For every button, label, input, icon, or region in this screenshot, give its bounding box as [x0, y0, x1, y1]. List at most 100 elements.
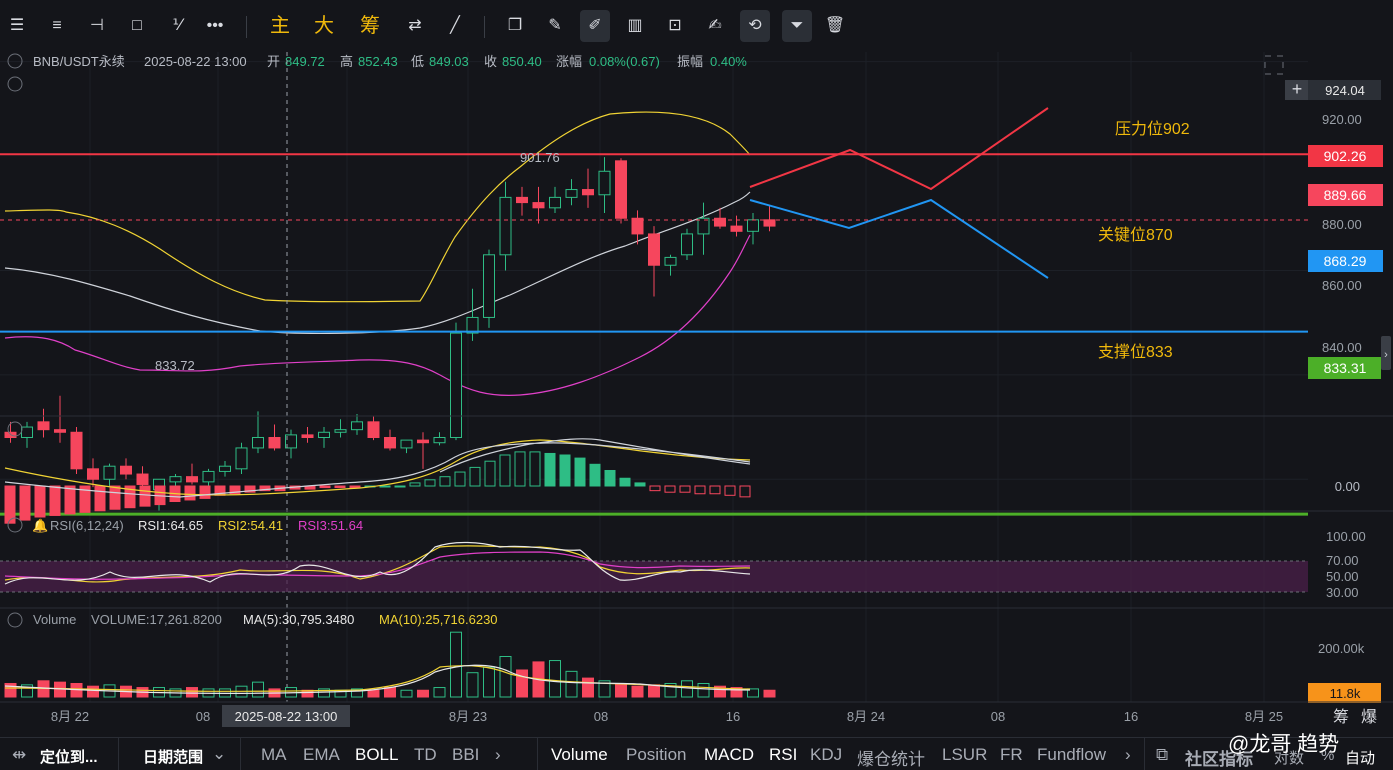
candle-body — [466, 316, 479, 334]
macd-bar — [544, 452, 556, 487]
date-range-button[interactable]: 日期范围 — [143, 749, 204, 766]
indicator-lsur[interactable]: LSUR — [942, 745, 988, 764]
indicator-position[interactable]: Position — [626, 745, 687, 764]
macd-bar — [94, 485, 106, 512]
indicator-ma[interactable]: MA — [261, 745, 287, 764]
indicator-fundflow[interactable]: Fundflow — [1037, 745, 1106, 764]
volume-bar — [681, 680, 693, 698]
macd-bar — [19, 485, 31, 521]
crosshair-time-value: 2025-08-22 13:00 — [235, 709, 338, 724]
chevron-right-icon[interactable]: › — [495, 745, 501, 764]
indicator-kdj[interactable]: KDJ — [810, 745, 843, 764]
list-icon[interactable]: ≡ — [52, 17, 62, 34]
bearish-forecast-line[interactable] — [749, 198, 1049, 279]
rectangle-icon[interactable]: □ — [132, 17, 142, 34]
chips-toggle[interactable]: 筹 — [1333, 708, 1349, 726]
macd-bar — [334, 485, 346, 489]
bell-icon[interactable]: 🔔 — [32, 518, 48, 533]
fullscreen-icon[interactable] — [1264, 55, 1284, 75]
filter-icon[interactable]: ⏷ — [782, 10, 812, 42]
indicator-td[interactable]: TD — [414, 745, 437, 764]
more-icon[interactable]: ••• — [206, 17, 224, 34]
macd-bar — [454, 471, 466, 487]
volume-bar — [252, 681, 264, 698]
indicator-rsi[interactable]: RSI — [769, 745, 798, 764]
trend-line-icon[interactable]: ╱ — [450, 17, 460, 34]
add-order-button[interactable] — [1285, 80, 1309, 100]
chevron-right-icon[interactable]: › — [1384, 349, 1388, 361]
edit-note-icon[interactable]: ✍ — [708, 17, 722, 34]
indicator-bbi[interactable]: BBI — [452, 745, 480, 764]
indicator-ema[interactable]: EMA — [303, 745, 340, 764]
pencil-icon[interactable]: ✎ — [548, 17, 562, 34]
percent-scale-toggle[interactable]: % — [1321, 747, 1335, 764]
swap-icon[interactable]: ⇄ — [408, 17, 422, 34]
copy-icon[interactable]: ❐ — [507, 17, 523, 34]
candle-body — [252, 436, 264, 449]
low-marker: 833.72 — [155, 358, 195, 373]
auto-scale-toggle[interactable]: 自动 — [1345, 750, 1376, 767]
time-axis[interactable]: 8月 22 08 8月 23 08 16 8月 24 08 16 8月 25 2… — [51, 705, 1377, 727]
trash-icon[interactable]: 🗑 — [824, 17, 846, 34]
settings-sliders-icon[interactable]: ☰ — [9, 17, 25, 34]
side-panel-toggle[interactable] — [1381, 336, 1391, 370]
collapse-icon[interactable] — [7, 53, 23, 69]
indicator-volume[interactable]: Volume — [551, 745, 608, 764]
candle-body — [565, 189, 578, 198]
amplitude-value: 0.40% — [710, 54, 747, 69]
macd-bar — [664, 485, 676, 493]
volume-collapse-icon[interactable] — [7, 612, 23, 628]
volume-bar — [565, 670, 578, 698]
amplitude-label: 振幅 — [677, 54, 703, 69]
macd-bar — [124, 485, 136, 509]
rsi-tick: 30.00 — [1326, 585, 1359, 600]
volume-bar — [417, 689, 429, 698]
rsi2-value: RSI2:54.41 — [218, 518, 283, 533]
community-indicator-icon[interactable]: ⧉ — [1156, 745, 1169, 764]
locate-button[interactable]: 定位到... — [40, 749, 98, 766]
brush-icon[interactable]: ✐ — [580, 10, 610, 42]
indicator-boll[interactable]: BOLL — [355, 745, 399, 764]
community-indicators-button[interactable]: 社区指标 — [1185, 750, 1253, 769]
indicator-liquidation[interactable]: 爆仓统计 — [857, 750, 925, 769]
crosshair-line-icon[interactable]: ⊣ — [90, 17, 104, 34]
time-tick: 8月 24 — [847, 709, 885, 724]
locate-icon[interactable]: ⇹ — [12, 745, 27, 764]
main-chart-button[interactable]: 主 — [270, 15, 290, 37]
chevron-right-icon[interactable]: › — [1125, 745, 1131, 764]
bullish-forecast-line[interactable] — [749, 107, 1049, 191]
lock-icon[interactable]: ⊡ — [668, 17, 682, 34]
expand-icon[interactable] — [7, 76, 23, 92]
volume-bar — [697, 683, 710, 698]
plus-icon[interactable]: + — [1292, 79, 1303, 99]
indicator-bar: ⇹ 定位到... 日期范围 ⌄ MA EMA BOLL TD BBI › Vol… — [0, 737, 1393, 770]
macd-bar — [529, 451, 541, 487]
rsi-label: RSI(6,12,24) — [50, 518, 124, 533]
rsi-collapse-icon[interactable] — [7, 517, 23, 533]
log-scale-toggle[interactable]: 对数 — [1274, 750, 1305, 767]
volume-ma5: MA(5):30,795.3480 — [243, 612, 354, 627]
candle-body — [21, 426, 33, 438]
indicator-percent-icon[interactable]: ⅟ — [172, 17, 182, 34]
datetime-label: 2025-08-22 13:00 — [144, 54, 247, 69]
liquidation-toggle[interactable]: 爆 — [1361, 707, 1377, 726]
indicator-fr[interactable]: FR — [1000, 745, 1023, 764]
macd-bar — [679, 485, 691, 493]
candles-icon[interactable]: ▥ — [627, 17, 643, 34]
macd-collapse-icon[interactable] — [7, 421, 23, 437]
volume-bar — [400, 689, 413, 698]
volume-bar — [384, 687, 396, 698]
magnet-icon[interactable]: ⟲ — [740, 10, 770, 42]
chips-button[interactable]: 筹 — [360, 15, 380, 37]
resistance-price-tag — [1308, 145, 1383, 167]
candle-body — [681, 233, 693, 256]
macd-bar — [34, 485, 46, 518]
big-order-button[interactable]: 大 — [314, 15, 334, 37]
kline-chart[interactable]: BNB/USDT永续 2025-08-22 13:00 开 849.72 高 8… — [0, 52, 1393, 736]
candle-body — [103, 465, 116, 480]
price-axis[interactable]: 920.00 880.00 860.00 840.00 924.04 902.2… — [1308, 80, 1383, 703]
volume-bar — [433, 687, 446, 698]
rsi-tick: 100.00 — [1326, 529, 1366, 544]
chevron-down-icon[interactable]: ⌄ — [212, 744, 227, 763]
indicator-macd[interactable]: MACD — [704, 745, 755, 764]
